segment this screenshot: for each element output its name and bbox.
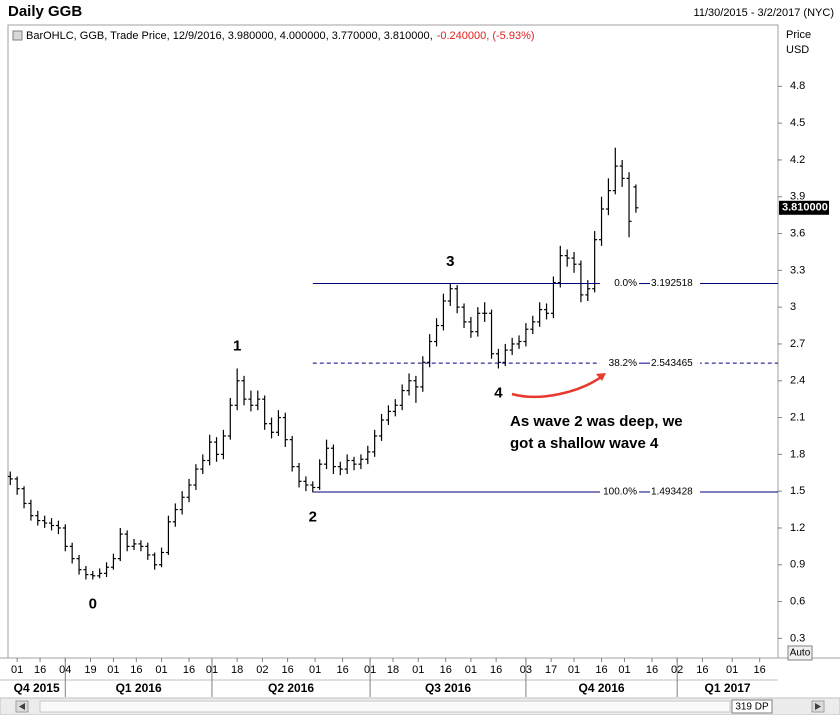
annotation-arrowhead <box>596 373 606 381</box>
y-tick-label: 1.2 <box>790 522 805 534</box>
auto-button[interactable] <box>787 645 813 661</box>
x-tick-label: 19 <box>84 664 96 676</box>
scroll-right-arrow <box>815 703 821 710</box>
legend-info: BarOHLC, GGB, Trade Price, 12/9/2016, 3.… <box>26 30 433 42</box>
chart-title: Daily GGB <box>8 3 82 20</box>
scroll-track[interactable] <box>39 700 731 713</box>
comment-line: As wave 2 was deep, we <box>510 413 683 430</box>
x-tick-label: 18 <box>387 664 399 676</box>
quarter-label: Q1 2016 <box>116 681 162 695</box>
last-price-label: 3.810000 <box>782 202 828 214</box>
scroll-left-arrow <box>19 703 25 710</box>
x-tick-label: 16 <box>696 664 708 676</box>
comment-line: got a shallow wave 4 <box>510 435 659 452</box>
x-tick-label: 16 <box>183 664 195 676</box>
fib-value: 1.493428 <box>651 487 693 498</box>
x-tick-label: 16 <box>130 664 142 676</box>
plot-frame <box>7 24 779 659</box>
y-tick-label: 2.7 <box>790 338 805 350</box>
wave-label: 1 <box>233 337 241 354</box>
y-tick-label: 0.3 <box>790 632 805 644</box>
x-tick-label: 16 <box>490 664 502 676</box>
y-tick-label: 3.6 <box>790 227 805 239</box>
fib-pct: 100.0% <box>603 487 637 498</box>
y-tick-label: 3 <box>790 301 796 313</box>
x-tick-label: 16 <box>336 664 348 676</box>
x-tick-label: 01 <box>465 664 477 676</box>
y-tick-label: 4.5 <box>790 117 805 129</box>
y-tick-label: 1.5 <box>790 485 805 497</box>
auto-label[interactable]: Auto <box>790 648 811 659</box>
x-tick-label: 01 <box>107 664 119 676</box>
x-tick-label: 17 <box>545 664 557 676</box>
wave-label: 4 <box>494 384 503 401</box>
x-tick-label: 16 <box>754 664 766 676</box>
fib-value: 2.543465 <box>651 358 693 369</box>
y-axis-unit: USD <box>786 44 809 56</box>
annotation-arrow <box>511 375 602 398</box>
y-tick-label: 4.2 <box>790 154 805 166</box>
date-range: 11/30/2015 - 3/2/2017 (NYC) <box>694 7 834 19</box>
x-tick-label: 16 <box>440 664 452 676</box>
x-tick-label: 01 <box>726 664 738 676</box>
x-tick-label: 01 <box>568 664 580 676</box>
quarter-label: Q1 2017 <box>705 681 751 695</box>
y-tick-label: 3.9 <box>790 191 805 203</box>
legend-change: -0.240000, (-5.93%) <box>437 30 535 42</box>
scroll-label: 319 DP <box>735 702 769 713</box>
y-tick-label: 2.1 <box>790 411 805 423</box>
x-tick-label: 16 <box>34 664 46 676</box>
scroll-thumb[interactable] <box>731 699 773 714</box>
quarter-label: Q4 2016 <box>579 681 625 695</box>
wave-label: 0 <box>89 595 97 612</box>
fib-pct: 38.2% <box>609 358 637 369</box>
x-tick-label: 16 <box>281 664 293 676</box>
legend-icon <box>12 30 23 41</box>
last-price-box <box>779 200 829 215</box>
x-tick-label: 01 <box>618 664 630 676</box>
quarter-label: Q2 2016 <box>268 681 314 695</box>
x-tick-label: 16 <box>595 664 607 676</box>
fib-value: 3.192518 <box>651 278 693 289</box>
fib-pct: 0.0% <box>614 278 637 289</box>
y-tick-label: 0.6 <box>790 595 805 607</box>
x-tick-label: 01 <box>309 664 321 676</box>
y-tick-label: 0.9 <box>790 559 805 571</box>
y-tick-label: 2.4 <box>790 375 805 387</box>
wave-label: 2 <box>309 508 317 525</box>
x-tick-label: 16 <box>646 664 658 676</box>
x-tick-label: 01 <box>11 664 23 676</box>
y-tick-label: 4.8 <box>790 80 805 92</box>
x-tick-label: 01 <box>412 664 424 676</box>
y-tick-label: 1.8 <box>790 448 805 460</box>
wave-label: 3 <box>446 253 454 270</box>
x-tick-label: 02 <box>256 664 268 676</box>
y-axis-title: Price <box>786 29 811 41</box>
x-tick-label: 18 <box>231 664 243 676</box>
quarter-label: Q3 2016 <box>425 681 471 695</box>
quarter-label: Q4 2015 <box>14 681 60 695</box>
x-tick-label: 01 <box>155 664 167 676</box>
y-tick-label: 3.3 <box>790 264 805 276</box>
legend-text: BarOHLC, GGB, Trade Price, 12/9/2016, 3.… <box>26 30 535 42</box>
